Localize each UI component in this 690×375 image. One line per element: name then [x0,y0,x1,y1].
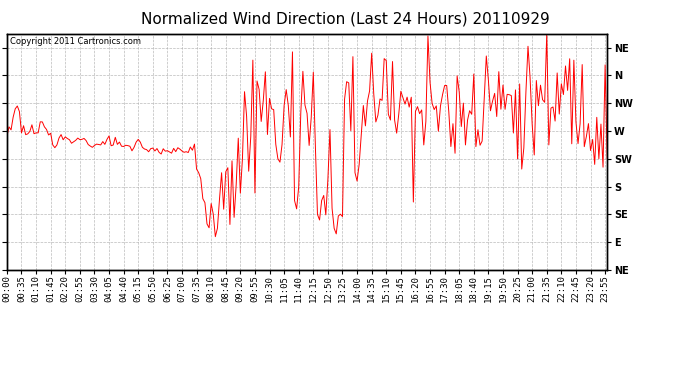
Text: Normalized Wind Direction (Last 24 Hours) 20110929: Normalized Wind Direction (Last 24 Hours… [141,11,549,26]
Text: Copyright 2011 Cartronics.com: Copyright 2011 Cartronics.com [10,37,141,46]
